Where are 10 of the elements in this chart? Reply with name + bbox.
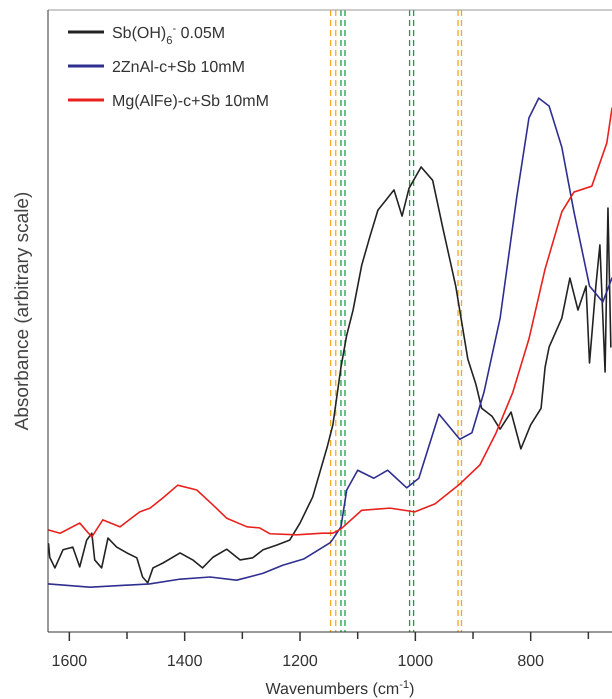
y-axis-title: Absorbance (arbitrary scale) [12, 192, 33, 430]
legend-label: Sb(OH)$_{6}$$^{-}$ 0.05M [112, 23, 226, 47]
x-axis-title: Wavenumbers (cm$^{-1}$) [266, 679, 414, 698]
x-tick-label: 800 [517, 653, 544, 670]
x-tick-label: 1200 [282, 653, 318, 670]
x-tick-label: 1400 [166, 653, 203, 670]
legend-label: 2ZnAl-c+Sb 10mM [112, 59, 245, 76]
x-tick-label: 1000 [398, 653, 434, 670]
legend-label: Mg(AlFe)-c+Sb 10mM [112, 93, 269, 110]
x-tick-label: 1600 [52, 653, 88, 670]
